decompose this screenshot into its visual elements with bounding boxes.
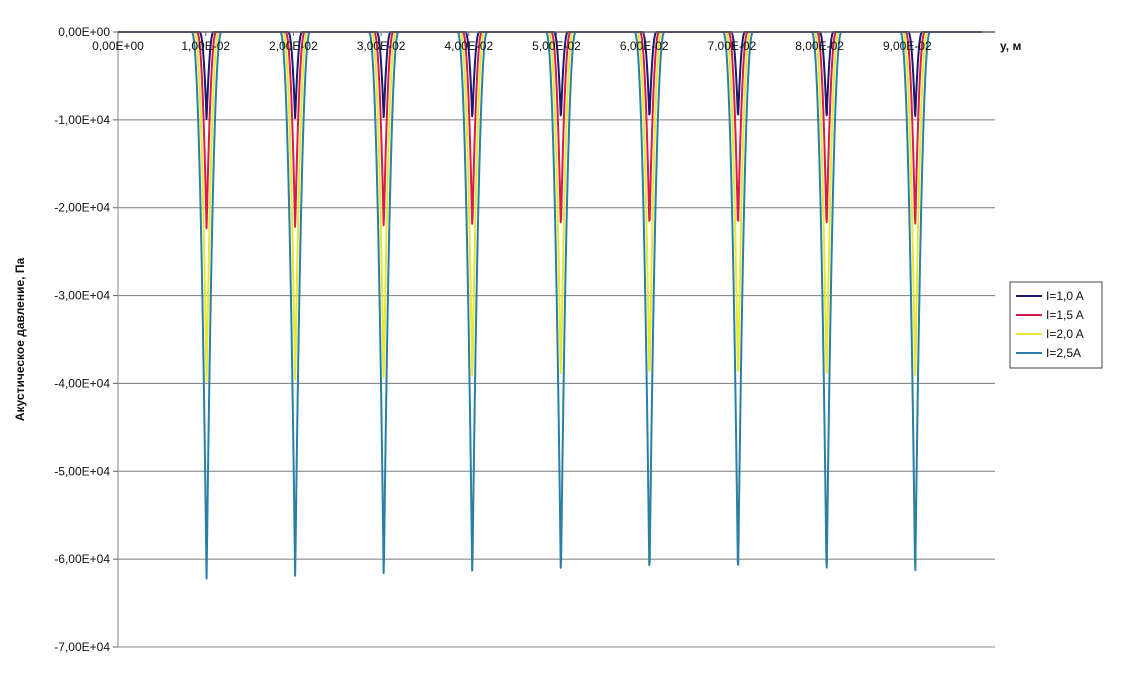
- legend: I=1,0 A I=1,5 A I=2,0 A I=2,5A: [1009, 281, 1103, 369]
- legend-label: I=1,5 A: [1046, 308, 1084, 322]
- x-tick-label: 9,00E-02: [883, 39, 932, 53]
- legend-label: I=1,0 A: [1046, 289, 1084, 303]
- x-axis-title: y, м: [1000, 39, 1021, 53]
- y-tick-label: 0,00E+00: [58, 25, 110, 39]
- x-tick-label: 0,00E+00: [92, 39, 144, 53]
- series-line: [117, 31, 983, 383]
- y-tick-labels: 0,00E+00 -1,00E+04 -2,00E+04 -3,00E+04 -4,00…: [54, 25, 118, 654]
- x-tick-labels: 0,00E+00 1,00E-02 2,00E-02 3,00E-02 4,00E-02…: [92, 32, 932, 53]
- x-tick-label: 8,00E-02: [795, 39, 844, 53]
- y-tick-label: -1,00E+04: [54, 113, 110, 127]
- x-tick-label: 2,00E-02: [269, 39, 318, 53]
- x-tick-label: 5,00E-02: [532, 39, 581, 53]
- legend-label: I=2,5A: [1046, 346, 1081, 360]
- y-tick-label: -6,00E+04: [54, 552, 110, 566]
- y-tick-label: -3,00E+04: [54, 289, 110, 303]
- y-tick-label: -5,00E+04: [54, 464, 110, 478]
- y-tick-label: -7,00E+04: [54, 640, 110, 654]
- y-tick-label: -2,00E+04: [54, 201, 110, 215]
- series-line: [117, 31, 983, 580]
- x-tick-label: 1,00E-02: [181, 39, 230, 53]
- x-tick-label: 6,00E-02: [620, 39, 669, 53]
- x-tick-label: 3,00E-02: [357, 39, 406, 53]
- y-axis-title: Акустическое давление, Па: [13, 258, 27, 422]
- series-lines: [117, 31, 983, 580]
- x-tick-label: 4,00E-02: [444, 39, 493, 53]
- y-tick-label: -4,00E+04: [54, 376, 110, 390]
- legend-label: I=2,0 A: [1046, 327, 1084, 341]
- x-tick-label: 7,00E-02: [708, 39, 757, 53]
